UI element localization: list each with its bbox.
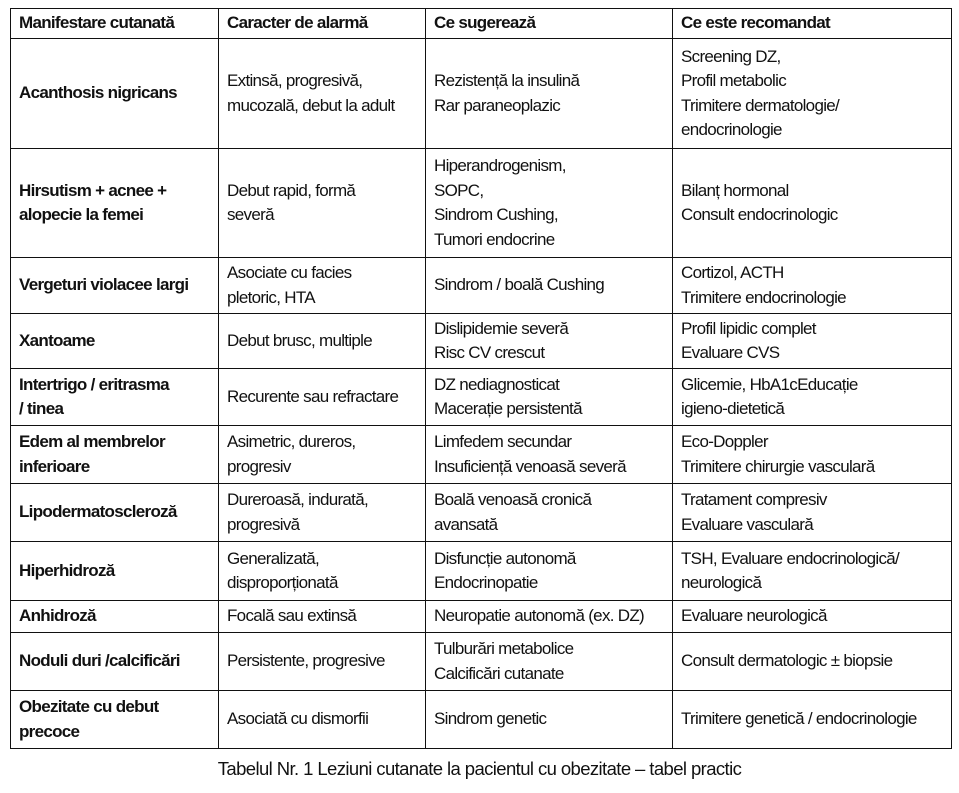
- table-row: Intertrigo / eritrasma / tinea Recurente …: [10, 368, 952, 426]
- alarm-cell: Debut rapid, formă sevеră: [218, 148, 426, 258]
- table-row: Xantoame Debut brusc, multiple Dislipidemi…: [10, 313, 952, 369]
- suggestion-cell: Sindrom / boală Cushing: [425, 257, 673, 314]
- suggestion-cell: Hiperandrogenism, SOPC, Sindrom Cushing,…: [425, 148, 673, 258]
- alarm-cell: Asociată cu dismorfii: [218, 690, 426, 749]
- manifestation-cell: Anhidroză: [10, 600, 219, 633]
- table-row: Noduli duri /calcificări Persistente, pro…: [10, 632, 952, 691]
- table-row: Lipodermatoscleroză Dureroasă, indurată, …: [10, 483, 952, 542]
- manifestation-cell: Vergeturi violacee largi: [10, 257, 219, 314]
- suggestion-cell: Limfedem secundar Insuficiență venoasă s…: [425, 425, 673, 484]
- manifestation-cell: Acanthosis nigricans: [10, 38, 219, 149]
- recommendation-cell: Profil lipidic complet Evaluare CVS: [672, 313, 952, 369]
- header-cell: Ce sugerează: [425, 8, 673, 39]
- recommendation-cell: TSH, Evaluare endocrinologică/ neurologi…: [672, 541, 952, 601]
- alarm-cell: Dureroasă, indurată, progresivă: [218, 483, 426, 542]
- manifestation-cell: Hiperhidroză: [10, 541, 219, 601]
- manifestation-cell: Edem al membrelor inferioare: [10, 425, 219, 484]
- alarm-cell: Recurente sau refractare: [218, 368, 426, 426]
- alarm-cell: Asociate cu facies pletoric, HTA: [218, 257, 426, 314]
- suggestion-cell: Neuropatie autonomă (ex. DZ): [425, 600, 673, 633]
- manifestation-cell: Obezitate cu debut precoce: [10, 690, 219, 749]
- table-caption: Tabelul Nr. 1 Leziuni cutanate la pacien…: [217, 758, 742, 779]
- table-row: Hiperhidroză Generalizată, disproporționa…: [10, 541, 952, 601]
- table-row: Acanthosis nigricans Extinsă, progresivă,…: [10, 38, 952, 149]
- header-cell: Caracter de alarmă: [218, 8, 426, 39]
- manifestation-cell: Noduli duri /calcificări: [10, 632, 219, 691]
- suggestion-cell: Dislipidemie severă Risc CV crescut: [425, 313, 673, 369]
- recommendation-cell: Evaluare neurologică: [672, 600, 952, 633]
- table-header-row: Manifestare cutanată Caracter de alarmă …: [10, 8, 952, 39]
- alarm-cell: Asimetric, dureros, progresiv: [218, 425, 426, 484]
- suggestion-cell: Tulburări metabolice Calcificări cutanat…: [425, 632, 673, 691]
- alarm-cell: Focală sau extinsă: [218, 600, 426, 633]
- recommendation-cell: Cortizol, ACTH Trimitere endocrinologie: [672, 257, 952, 314]
- alarm-cell: Generalizată, disproporționată: [218, 541, 426, 601]
- suggestion-cell: Boală venoasă cronică avansată: [425, 483, 673, 542]
- manifestation-cell: Lipodermatoscleroză: [10, 483, 219, 542]
- skin-lesions-table: Manifestare cutanată Caracter de alarmă …: [10, 8, 952, 749]
- recommendation-cell: Glicemie, HbA1cEducație igieno-dietetică: [672, 368, 952, 426]
- recommendation-cell: Trimitere genetică / endocrinologie: [672, 690, 952, 749]
- table-row: Hirsutism + acnee + alopecie la femei Deb…: [10, 148, 952, 258]
- alarm-cell: Persistente, progresive: [218, 632, 426, 691]
- header-cell: Manifestare cutanată: [10, 8, 219, 39]
- alarm-cell: Debut brusc, multiple: [218, 313, 426, 369]
- table-row: Anhidroză Focală sau extinsă Neuropatie au…: [10, 600, 952, 633]
- suggestion-cell: Rezistență la insulină Rar paraneoplazic: [425, 38, 673, 149]
- manifestation-cell: Xantoame: [10, 313, 219, 369]
- recommendation-cell: Bilanț hormonal Consult endocrinologic: [672, 148, 952, 258]
- recommendation-cell: Consult dermatologic ± biopsie: [672, 632, 952, 691]
- recommendation-cell: Eco-Doppler Trimitere chirurgie vascular…: [672, 425, 952, 484]
- header-cell: Ce este recomandat: [672, 8, 952, 39]
- manifestation-cell: Hirsutism + acnee + alopecie la femei: [10, 148, 219, 258]
- table-row: Vergeturi violacee largi Asociate cu faci…: [10, 257, 952, 314]
- recommendation-cell: Screening DZ, Profil metabolic Trimitere…: [672, 38, 952, 149]
- suggestion-cell: Sindrom genetic: [425, 690, 673, 749]
- table-row: Obezitate cu debut precoce Asociată cu di…: [10, 690, 952, 749]
- suggestion-cell: DZ nediagnosticat Macerație persistentă: [425, 368, 673, 426]
- alarm-cell: Extinsă, progresivă, mucozală, debut la …: [218, 38, 426, 149]
- recommendation-cell: Tratament compresiv Evaluare vasculară: [672, 483, 952, 542]
- manifestation-cell: Intertrigo / eritrasma / tinea: [10, 368, 219, 426]
- table-row: Edem al membrelor inferioare Asimetric, d…: [10, 425, 952, 484]
- suggestion-cell: Disfuncție autonomă Endocrinopatie: [425, 541, 673, 601]
